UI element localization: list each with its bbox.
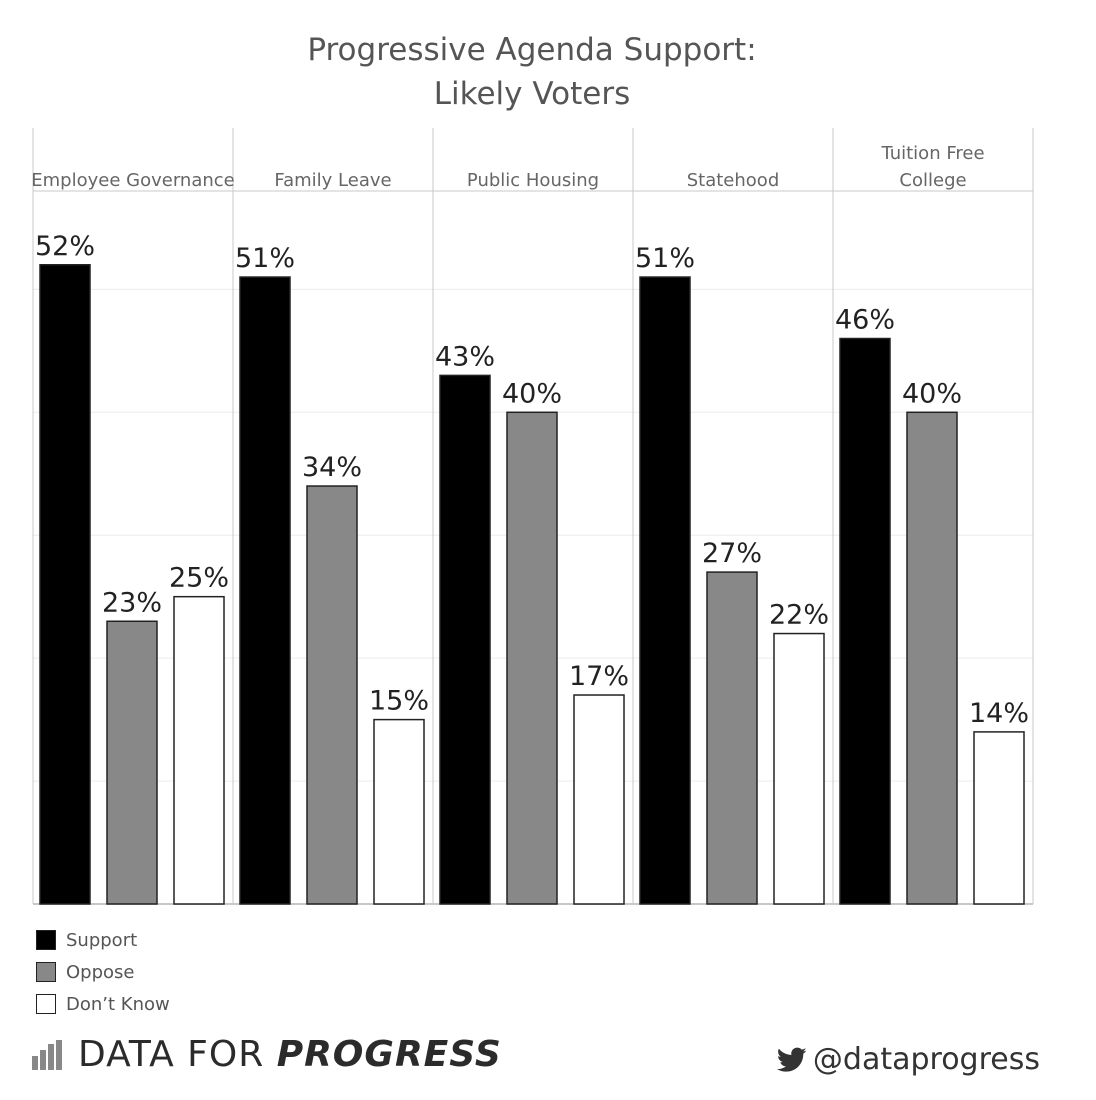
legend-swatch-support: [36, 930, 56, 950]
chart-title: Progressive Agenda Support: Likely Voter…: [0, 28, 1064, 116]
bar-employee-governance-support: [39, 264, 91, 905]
data-label-employee-governance-oppose: 23%: [102, 587, 162, 618]
legend-item-oppose: Oppose: [36, 956, 170, 988]
legend-item-support: Support: [36, 924, 170, 956]
panel-header-tuition-free-college: College: [899, 170, 966, 191]
bar-family-leave-oppose: [306, 485, 358, 905]
legend: Support Oppose Don’t Know: [36, 924, 170, 1020]
data-label-statehood-support: 51%: [635, 243, 695, 274]
panel-header-public-housing: Public Housing: [467, 170, 599, 191]
bar-family-leave-support: [239, 276, 291, 905]
brand-name-bold: PROGRESS: [276, 1034, 502, 1075]
bar-tuition-free-college-support: [839, 337, 891, 905]
panel-header-employee-governance: Employee Governance: [31, 170, 234, 191]
legend-label-support: Support: [66, 929, 138, 951]
brand-name: DATA FOR PROGRESS: [78, 1034, 502, 1075]
twitter-handle: @dataprogress: [776, 1042, 1040, 1077]
bar-statehood-oppose: [706, 571, 758, 905]
data-label-public-housing-oppose: 40%: [502, 378, 562, 409]
data-label-employee-governance-don-t-know: 25%: [169, 563, 229, 594]
data-label-employee-governance-support: 52%: [35, 231, 95, 262]
data-label-tuition-free-college-support: 46%: [835, 305, 895, 336]
legend-label-dont-know: Don’t Know: [66, 993, 170, 1015]
data-label-public-housing-support: 43%: [435, 341, 495, 372]
bar-family-leave-don-t-know: [373, 718, 425, 905]
data-label-family-leave-don-t-know: 15%: [369, 686, 429, 717]
bar-public-housing-oppose: [506, 411, 558, 905]
data-label-family-leave-oppose: 34%: [302, 452, 362, 483]
bar-tuition-free-college-don-t-know: [973, 731, 1025, 905]
data-label-tuition-free-college-oppose: 40%: [902, 378, 962, 409]
chart-title-line1: Progressive Agenda Support:: [307, 32, 757, 68]
brand-name-light: DATA FOR: [78, 1034, 277, 1075]
bar-employee-governance-oppose: [106, 620, 158, 905]
bar-statehood-don-t-know: [773, 632, 825, 905]
twitter-handle-label: @dataprogress: [812, 1042, 1040, 1077]
data-label-statehood-oppose: 27%: [702, 538, 762, 569]
bar-public-housing-support: [439, 374, 491, 905]
bar-chart-icon: [32, 1039, 64, 1070]
legend-swatch-oppose: [36, 962, 56, 982]
data-label-public-housing-don-t-know: 17%: [569, 661, 629, 692]
data-label-tuition-free-college-don-t-know: 14%: [969, 698, 1029, 729]
brand-logo: DATA FOR PROGRESS: [32, 1034, 502, 1075]
bar-public-housing-don-t-know: [573, 694, 625, 905]
bar-employee-governance-don-t-know: [173, 595, 225, 905]
data-label-family-leave-support: 51%: [235, 243, 295, 274]
bar-statehood-support: [639, 276, 691, 905]
data-label-statehood-don-t-know: 22%: [769, 600, 829, 631]
bar-tuition-free-college-oppose: [906, 411, 958, 905]
legend-item-dont-know: Don’t Know: [36, 988, 170, 1020]
panel-header-tuition-free-college: Tuition Free: [880, 143, 984, 164]
bar-chart: Employee Governance 52% 23%25% Family Leave…: [31, 128, 1034, 905]
chart-title-line2: Likely Voters: [433, 76, 631, 112]
legend-swatch-dont-know: [36, 994, 56, 1014]
panel-header-family-leave: Family Leave: [274, 170, 391, 191]
twitter-bird-icon: [776, 1047, 807, 1072]
legend-label-oppose: Oppose: [66, 961, 135, 983]
panel-header-statehood: Statehood: [687, 170, 780, 191]
